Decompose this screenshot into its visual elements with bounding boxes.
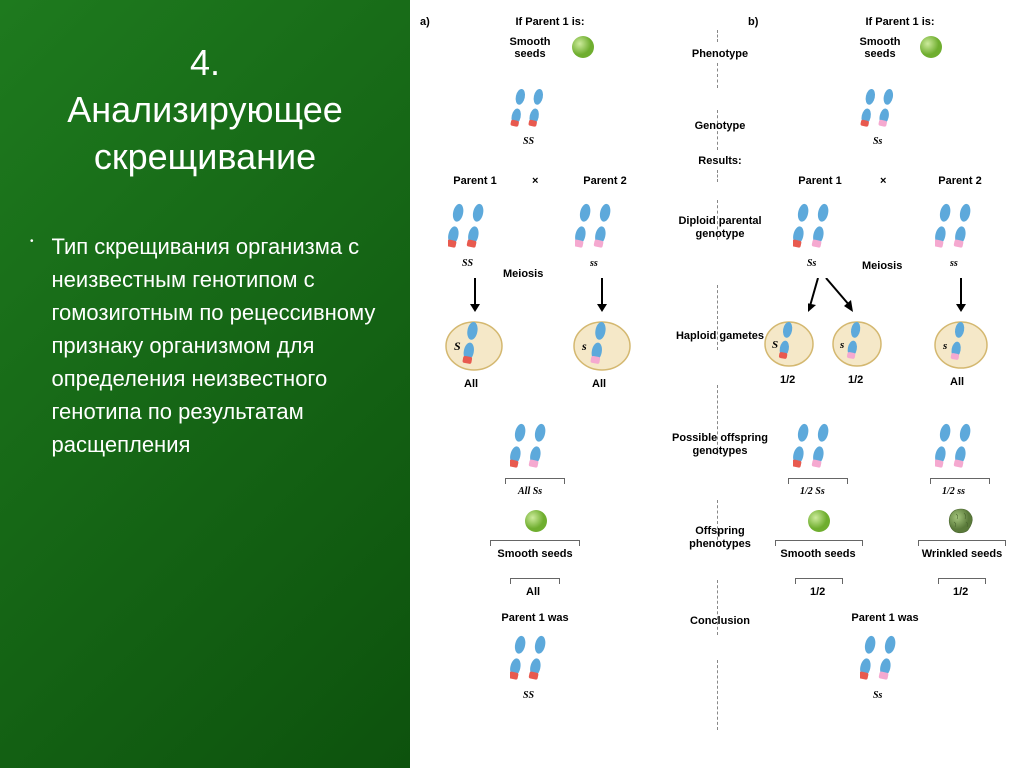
label-phenotype: Phenotype	[670, 48, 770, 60]
label-haploid: Haploid gametes	[670, 330, 770, 343]
a-geno-chrom	[510, 86, 560, 136]
slide-title: 4. Анализирующее скрещивание	[30, 40, 380, 180]
a-seed-icon	[570, 34, 596, 60]
b-offp2-br2	[938, 578, 986, 584]
panel-a-label: a)	[420, 16, 430, 28]
b-p2-geno: ss	[950, 258, 958, 269]
a-offpheno-all: All	[526, 586, 540, 598]
b-conc-geno: Ss	[873, 690, 882, 701]
a-p1-lbl: Parent 1	[445, 175, 505, 187]
b-gam-s1-half: 1/2	[848, 374, 863, 386]
b-offp1-half: 1/2	[810, 586, 825, 598]
svg-text:S: S	[454, 339, 461, 353]
b-cross: ×	[880, 175, 886, 187]
b-gam-s1: s	[828, 316, 886, 372]
b-off1-chrom	[793, 420, 843, 476]
a-arrow1	[468, 278, 482, 312]
a-conc-lbl: Parent 1 was	[490, 612, 580, 624]
b-off1-geno: 1/2 Ss	[800, 486, 825, 497]
a-p2-lbl: Parent 2	[575, 175, 635, 187]
b-smooth-label: Smooth seeds	[850, 36, 910, 60]
a-gam2: s	[568, 316, 636, 376]
b-p1-lbl: Parent 1	[790, 175, 850, 187]
svg-text:S: S	[772, 339, 778, 351]
b-p2-chrom	[935, 200, 985, 256]
a-p1-geno: SS	[462, 258, 473, 269]
b-meiosis: Meiosis	[862, 260, 902, 272]
b-seed-icon	[918, 34, 944, 60]
b-off2-geno: 1/2 ss	[942, 486, 965, 497]
a-conc-geno: SS	[523, 690, 534, 701]
b-gam-s2: s	[930, 316, 992, 374]
a-p2-geno: ss	[590, 258, 598, 269]
b-off1-bracket	[788, 478, 848, 484]
a-smooth-label: Smooth seeds	[500, 36, 560, 60]
b-offpheno2-seed	[946, 506, 976, 536]
b-ifparent1: If Parent 1 is:	[820, 16, 980, 28]
a-arrow2	[595, 278, 609, 312]
label-possible: Possible offspring genotypes	[670, 432, 770, 458]
a-off-bracket	[505, 478, 565, 484]
diagram-panel: a) b) Phenotype Genotype Results: Diploi…	[410, 0, 1024, 768]
b-gam-S-half: 1/2	[780, 374, 795, 386]
text-panel: 4. Анализирующее скрещивание • Тип скрещ…	[0, 0, 410, 768]
bullet-text: Тип скрещивания организма с неизвестным …	[52, 230, 380, 461]
a-offpheno-bracket	[490, 540, 580, 546]
b-arrow1	[808, 278, 858, 314]
b-gam-S: S	[760, 316, 818, 372]
a-off-geno: All Ss	[518, 486, 542, 497]
b-geno-txt: Ss	[873, 136, 882, 147]
a-meiosis: Meiosis	[503, 268, 543, 280]
a-conc-chrom	[510, 632, 560, 688]
b-offp1-lbl: Smooth seeds	[778, 548, 858, 560]
b-arrow2	[954, 278, 968, 312]
b-p2-lbl: Parent 2	[930, 175, 990, 187]
b-off2-chrom	[935, 420, 985, 476]
b-offp2-half: 1/2	[953, 586, 968, 598]
a-off-chrom	[510, 420, 560, 476]
label-offpheno: Offspring phenotypes	[670, 525, 770, 551]
a-p2-chrom	[575, 200, 625, 256]
a-gam1: S	[440, 316, 508, 376]
bullet-item: • Тип скрещивания организма с неизвестны…	[30, 230, 380, 461]
b-p1-geno: Ss	[807, 258, 816, 269]
a-offpheno-bracket2	[510, 578, 560, 584]
a-offpheno-seed	[523, 508, 549, 534]
svg-text:s: s	[581, 339, 587, 353]
a-p1-chrom	[448, 200, 498, 256]
label-genotype: Genotype	[670, 120, 770, 132]
svg-text:s: s	[942, 340, 947, 352]
b-off2-bracket	[930, 478, 990, 484]
b-conc-chrom	[860, 632, 910, 688]
b-offp2-br	[918, 540, 1006, 546]
bullet-dot-icon: •	[30, 234, 34, 249]
a-cross: ×	[532, 175, 538, 187]
b-conc-lbl: Parent 1 was	[840, 612, 930, 624]
label-results: Results:	[670, 155, 770, 167]
label-conclusion: Conclusion	[670, 615, 770, 627]
label-diploid: Diploid parental genotype	[670, 215, 770, 241]
a-gam1-all: All	[464, 378, 478, 390]
panel-b-label: b)	[748, 16, 758, 28]
a-geno-txt: SS	[523, 136, 534, 147]
a-ifparent1: If Parent 1 is:	[470, 16, 630, 28]
svg-text:s: s	[839, 339, 844, 351]
b-gam-s2-all: All	[950, 376, 964, 388]
b-offp1-br	[775, 540, 863, 546]
a-offpheno-lbl: Smooth seeds	[495, 548, 575, 560]
b-geno-chrom	[860, 86, 910, 136]
b-offpheno1-seed	[806, 508, 832, 534]
b-offp1-br2	[795, 578, 843, 584]
b-offp2-lbl: Wrinkled seeds	[920, 548, 1004, 560]
a-gam2-all: All	[592, 378, 606, 390]
b-p1-chrom	[793, 200, 843, 256]
